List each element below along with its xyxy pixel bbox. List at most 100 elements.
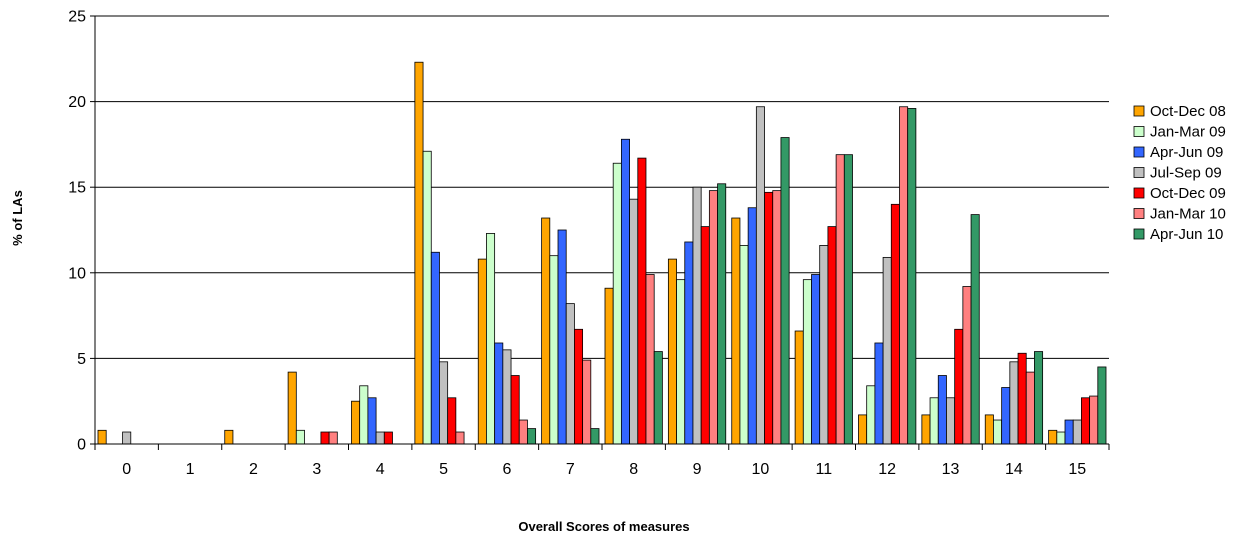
- bar: [835, 154, 845, 445]
- bar: [827, 226, 837, 445]
- bar: [962, 286, 972, 445]
- bar: [780, 137, 790, 445]
- bar: [890, 203, 900, 445]
- x-tick-label: 12: [878, 461, 896, 478]
- bar: [510, 375, 520, 445]
- bar: [1081, 397, 1091, 445]
- bar: [477, 258, 487, 445]
- x-tick-label: 6: [502, 461, 511, 478]
- legend-label: Oct-Dec 09: [1150, 185, 1226, 202]
- bar: [794, 330, 804, 445]
- x-tick-label: 9: [693, 461, 702, 478]
- bar: [954, 328, 964, 445]
- y-tick-label: 0: [77, 437, 86, 454]
- y-tick-labels: 0 5 10 15 20 25: [68, 9, 95, 454]
- bar: [383, 431, 393, 445]
- y-tick-label: 5: [77, 351, 86, 368]
- bar: [565, 303, 575, 445]
- bar: [1072, 419, 1082, 445]
- bar: [811, 274, 821, 445]
- x-tick-label: 3: [312, 461, 321, 478]
- bar: [1034, 351, 1044, 445]
- legend-swatch: [1133, 126, 1145, 137]
- x-tick-label: 10: [752, 461, 770, 478]
- bar: [518, 419, 528, 445]
- bar: [447, 397, 457, 445]
- legend-label: Jul-Sep 09: [1150, 165, 1222, 182]
- bar: [667, 258, 677, 445]
- bar: [731, 217, 741, 445]
- bar: [899, 106, 909, 445]
- x-tick-label: 11: [816, 461, 833, 478]
- bar: [772, 190, 782, 445]
- bar: [97, 429, 107, 445]
- x-tick-label: 8: [629, 461, 638, 478]
- legend-swatch: [1133, 228, 1145, 240]
- bar: [422, 150, 432, 445]
- bar: [929, 397, 939, 445]
- x-tick-label: 13: [942, 461, 960, 478]
- x-tick-label: 14: [1005, 461, 1023, 478]
- bar: [692, 186, 702, 445]
- bar: [414, 61, 424, 445]
- bar: [637, 157, 647, 445]
- bar: [1056, 431, 1066, 445]
- bar: [1001, 387, 1011, 445]
- bar: [351, 400, 361, 445]
- x-tick-label: 4: [376, 461, 385, 478]
- legend-label: Apr-Jun 10: [1150, 226, 1223, 243]
- legend-swatch: [1133, 187, 1145, 199]
- bar: [708, 190, 718, 445]
- bar: [764, 191, 774, 445]
- y-tick-label: 10: [68, 265, 86, 282]
- bar: [486, 233, 496, 445]
- bar: [582, 359, 592, 445]
- bar: [882, 256, 892, 445]
- bar: [755, 106, 765, 445]
- y-tick-label: 15: [68, 180, 86, 197]
- bar: [676, 279, 686, 445]
- bar: [629, 198, 639, 445]
- legend-label: Jan-Mar 10: [1150, 206, 1226, 223]
- legend-swatch: [1133, 167, 1145, 178]
- bar: [430, 251, 440, 445]
- x-tick-label: 2: [249, 461, 258, 478]
- legend-label: Oct-Dec 08: [1150, 103, 1226, 120]
- bar: [645, 274, 655, 445]
- legend-swatch: [1133, 208, 1145, 219]
- bar: [984, 414, 994, 445]
- bar: [455, 431, 465, 445]
- bar: [320, 431, 330, 445]
- bar: [993, 419, 1003, 445]
- x-tick-label: 0: [122, 461, 131, 478]
- bar: [620, 138, 630, 445]
- bar: [937, 375, 947, 445]
- x-tick-labels: 0 1 2 3 4 5 6 7 8 9 10 11 12 13 14 15: [94, 444, 1110, 478]
- x-tick-label: 5: [439, 461, 448, 478]
- bar: [653, 351, 663, 445]
- bar: [843, 154, 853, 445]
- y-tick-label: 25: [68, 9, 86, 26]
- bar: [802, 279, 812, 445]
- bar: [295, 429, 305, 445]
- bar: [866, 385, 876, 445]
- bar: [574, 328, 584, 445]
- gridlines: [95, 15, 1109, 359]
- bar: [590, 428, 600, 445]
- bar: [549, 255, 559, 445]
- bar: [819, 245, 829, 445]
- legend-label: Jan-Mar 09: [1150, 124, 1226, 141]
- bar: [122, 431, 132, 445]
- legend-swatch: [1133, 146, 1145, 158]
- bar: [907, 108, 917, 445]
- bar: [557, 229, 567, 445]
- bar: [858, 414, 868, 445]
- bars: [97, 61, 1107, 445]
- bar: [684, 241, 694, 445]
- bar: [367, 397, 377, 445]
- bar: [700, 226, 710, 445]
- legend-label: Apr-Jun 09: [1150, 144, 1223, 161]
- bar: [739, 245, 749, 445]
- bar: [1009, 361, 1019, 445]
- x-tick-label: 15: [1068, 461, 1086, 478]
